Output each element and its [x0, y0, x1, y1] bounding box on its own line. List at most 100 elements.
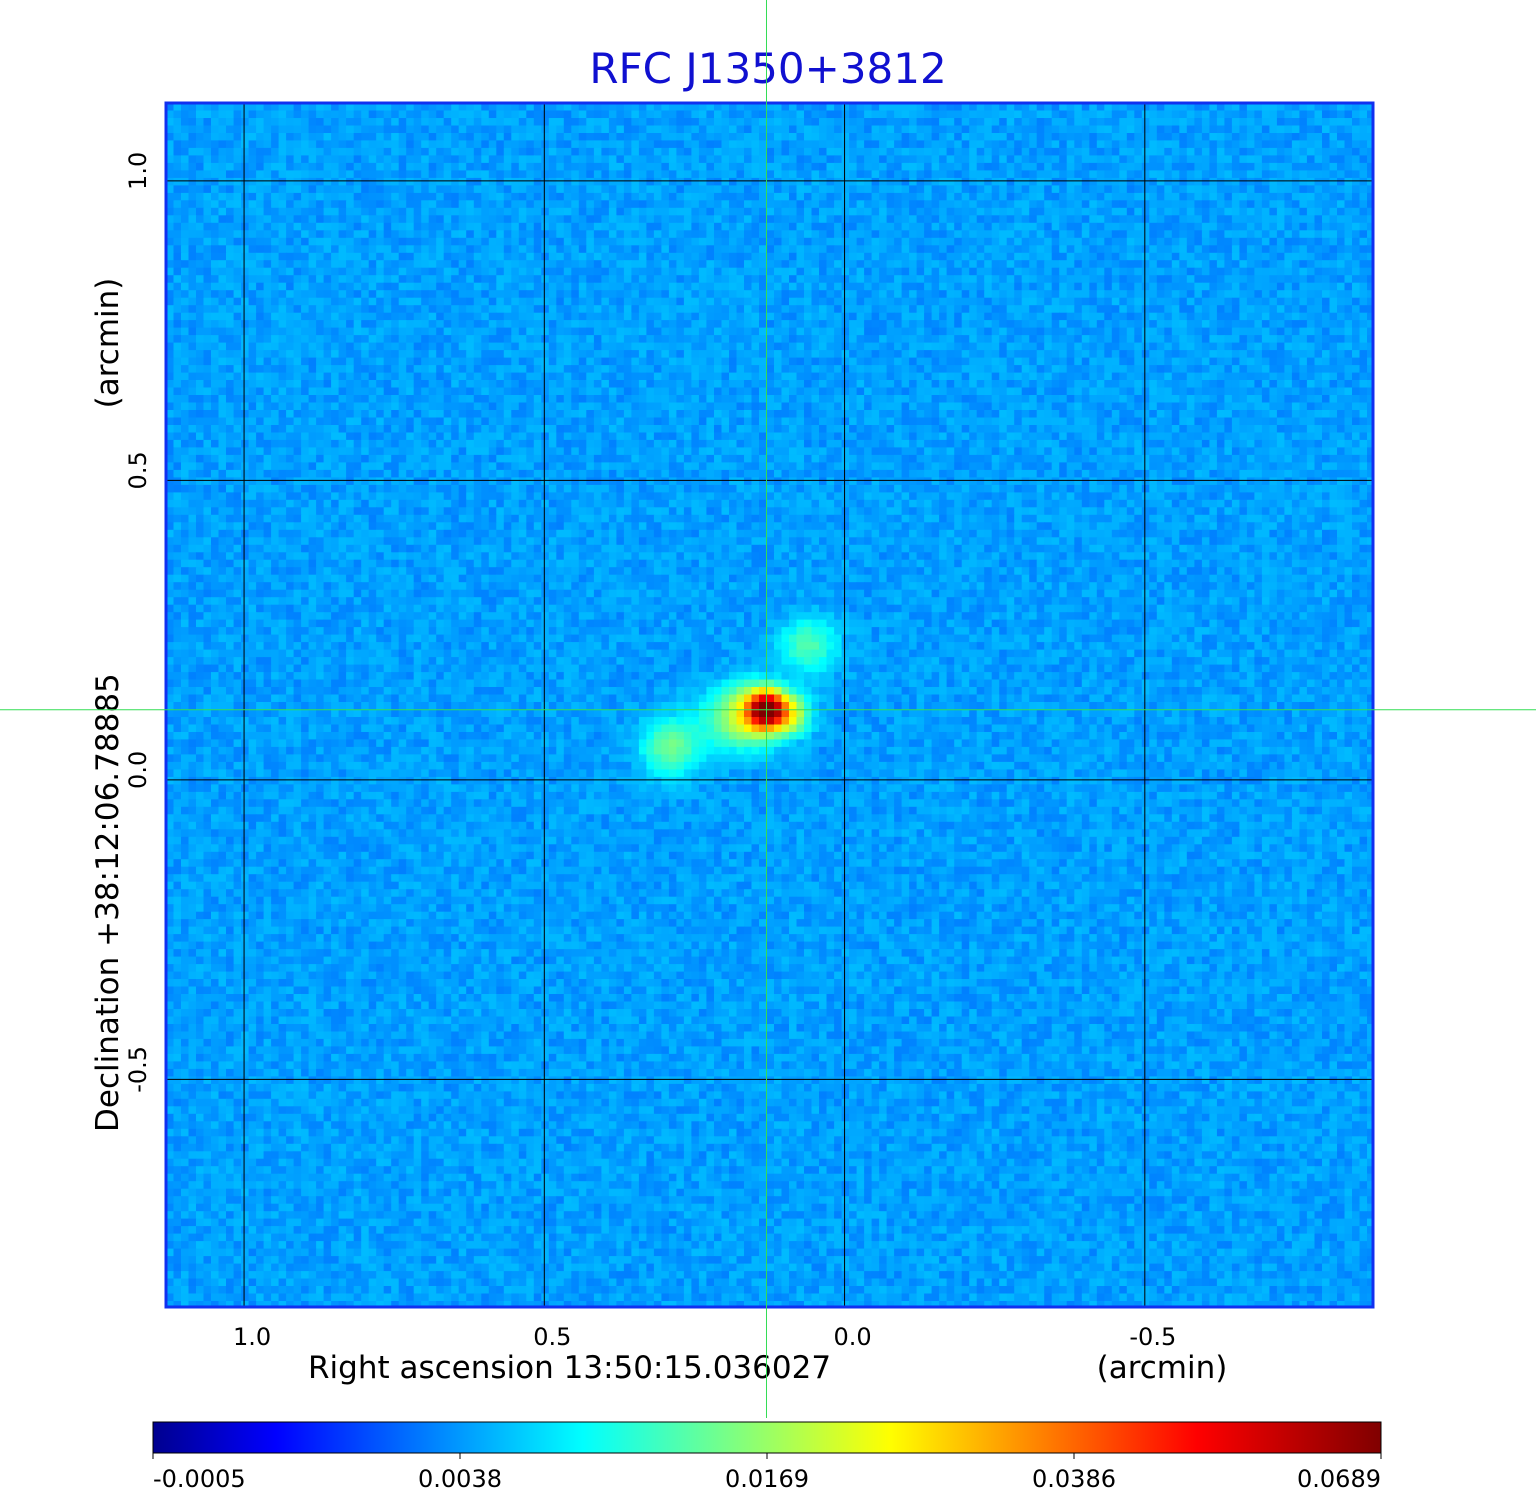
image-pixel [324, 155, 332, 163]
image-pixel [624, 178, 632, 186]
image-pixel [609, 118, 617, 126]
image-pixel [526, 148, 534, 156]
image-pixel [1337, 111, 1345, 119]
image-pixel [451, 215, 459, 223]
image-pixel [1067, 126, 1075, 134]
image-pixel [962, 328, 970, 336]
image-pixel [924, 215, 932, 223]
image-pixel [586, 185, 594, 193]
image-pixel [924, 328, 932, 336]
image-pixel [399, 260, 407, 268]
image-pixel [376, 260, 384, 268]
image-pixel [1149, 170, 1157, 178]
image-pixel [714, 275, 722, 283]
image-pixel [669, 313, 677, 321]
image-pixel [376, 305, 384, 313]
image-pixel [1082, 268, 1090, 276]
image-pixel [767, 178, 775, 186]
image-pixel [654, 320, 662, 328]
image-pixel [1224, 283, 1232, 291]
image-pixel [564, 245, 572, 253]
image-pixel [294, 133, 302, 141]
image-pixel [309, 215, 317, 223]
image-pixel [219, 313, 227, 321]
image-pixel [339, 253, 347, 261]
image-pixel [1014, 118, 1022, 126]
image-pixel [932, 215, 940, 223]
image-pixel [286, 283, 294, 291]
image-pixel [969, 320, 977, 328]
image-pixel [1074, 140, 1082, 148]
image-pixel [1014, 148, 1022, 156]
image-pixel [1104, 305, 1112, 313]
image-pixel [429, 148, 437, 156]
image-pixel [504, 283, 512, 291]
image-pixel [361, 275, 369, 283]
image-pixel [1209, 230, 1217, 238]
image-pixel [1202, 298, 1210, 306]
image-pixel [1232, 193, 1240, 201]
image-pixel [459, 223, 467, 231]
image-pixel [954, 238, 962, 246]
image-pixel [722, 208, 730, 216]
image-pixel [676, 193, 684, 201]
image-pixel [1360, 305, 1368, 313]
image-pixel [962, 111, 970, 119]
image-pixel [564, 185, 572, 193]
image-pixel [737, 118, 745, 126]
image-pixel [219, 320, 227, 328]
image-pixel [1134, 223, 1142, 231]
image-pixel [879, 268, 887, 276]
image-pixel [346, 170, 354, 178]
image-pixel [181, 118, 189, 126]
image-pixel [767, 193, 775, 201]
image-pixel [421, 245, 429, 253]
image-pixel [264, 170, 272, 178]
image-pixel [691, 185, 699, 193]
image-pixel [669, 178, 677, 186]
image-pixel [1254, 223, 1262, 231]
image-pixel [1082, 223, 1090, 231]
image-pixel [196, 208, 204, 216]
image-pixel [616, 305, 624, 313]
image-pixel [189, 305, 197, 313]
image-pixel [451, 178, 459, 186]
image-pixel [384, 290, 392, 298]
image-pixel [804, 185, 812, 193]
image-pixel [1142, 238, 1150, 246]
image-pixel [1315, 185, 1323, 193]
image-pixel [249, 170, 257, 178]
image-pixel [774, 208, 782, 216]
image-pixel [594, 148, 602, 156]
image-pixel [1254, 215, 1262, 223]
image-pixel [872, 328, 880, 336]
image-pixel [1307, 298, 1315, 306]
image-pixel [399, 126, 407, 134]
image-pixel [894, 208, 902, 216]
image-pixel [406, 193, 414, 201]
image-pixel [729, 275, 737, 283]
image-pixel [361, 148, 369, 156]
image-pixel [887, 140, 895, 148]
image-pixel [1284, 208, 1292, 216]
image-pixel [1284, 290, 1292, 298]
image-pixel [759, 170, 767, 178]
image-pixel [744, 148, 752, 156]
image-pixel [331, 305, 339, 313]
image-pixel [1074, 208, 1082, 216]
image-pixel [729, 320, 737, 328]
image-pixel [541, 111, 549, 119]
image-pixel [1164, 208, 1172, 216]
image-pixel [594, 253, 602, 261]
image-pixel [1164, 155, 1172, 163]
image-pixel [722, 275, 730, 283]
image-pixel [504, 275, 512, 283]
image-pixel [286, 163, 294, 171]
image-pixel [1112, 305, 1120, 313]
image-pixel [204, 245, 212, 253]
image-pixel [1345, 118, 1353, 126]
image-pixel [204, 253, 212, 261]
image-pixel [917, 283, 925, 291]
image-pixel [496, 245, 504, 253]
image-pixel [774, 148, 782, 156]
